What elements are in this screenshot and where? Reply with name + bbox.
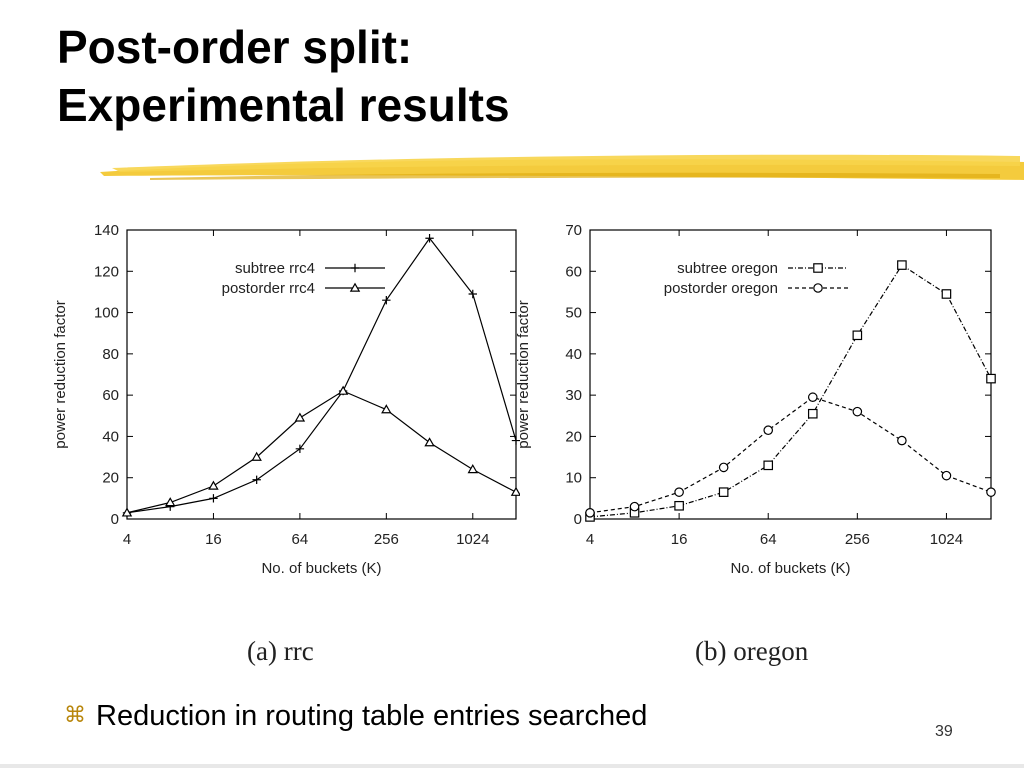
y-tick-label: 0 [111,511,119,528]
data-point [897,435,907,446]
data-point [986,373,996,384]
data-point [986,487,996,497]
data-point [468,289,477,299]
x-tick-label: 256 [374,531,399,548]
legend-marker [350,263,360,273]
x-axis-label: No. of buckets (K) [261,560,381,577]
series-line [126,237,517,514]
y-axis-label: power reduction factor [52,300,69,448]
data-point [209,494,218,503]
chart-oregon: 0 10 20 30 40 50 60 70 4 16 64 256 1024 No. of bucket… [515,222,996,577]
data-point [807,408,818,419]
data-point [941,289,952,299]
x-tick-label: 16 [671,531,688,548]
x-tick-label: 1024 [930,531,963,548]
data-point [467,464,479,474]
x-tick-label: 16 [205,531,222,548]
data-point [852,330,863,341]
x-tick-label: 64 [760,531,777,548]
data-point [425,234,434,243]
x-tick-label: 4 [123,531,131,548]
slide-title: Post-order split: Experimental results [57,21,510,131]
y-tick-label: 40 [102,428,119,445]
legend-label: postorder oregon [664,280,778,297]
chart-rrc: 0 20 40 60 80 100 120 140 4 16 64 256 1024 No. of buc… [52,222,520,577]
data-point [337,385,349,395]
series-postorder-oregon [585,392,996,518]
bullet-text: Reduction in routing table entries searc… [96,700,648,732]
series-subtree-oregon [585,260,996,522]
y-tick-label: 0 [574,511,582,528]
data-point [295,444,305,454]
plot-frame [126,229,517,520]
series-line [126,390,517,514]
data-point [251,451,262,461]
data-point [382,295,391,305]
y-tick-label: 140 [94,222,119,239]
y-tick-label: 60 [102,387,119,404]
footer-divider [0,764,1024,768]
caption-oregon: (b) oregon [695,636,809,666]
data-point [381,404,392,414]
data-point [164,497,176,507]
data-point [674,500,684,511]
command-key-icon: ⌘ [64,703,86,728]
y-tick-label: 40 [565,346,582,363]
data-point [252,475,261,484]
y-tick-label: 100 [94,305,119,322]
data-point [941,470,952,481]
y-tick-label: 60 [565,263,582,280]
caption-rrc: (a) rrc [247,636,314,666]
legend-label: subtree rrc4 [235,260,315,277]
y-tick-label: 50 [565,305,582,322]
data-point [585,508,595,518]
x-tick-label: 1024 [456,531,489,548]
legend-marker [813,263,823,273]
plot-frame [589,229,992,520]
series-line [589,396,992,514]
data-point [424,437,435,447]
title-highlight-stroke [100,154,1024,180]
data-point [763,425,774,436]
y-tick-label: 70 [565,222,582,239]
series-postorder-rrc4 [121,385,520,517]
y-tick-label: 80 [102,346,119,363]
data-point [511,436,520,445]
bullet-item: ⌘ Reduction in routing table entries sear… [64,700,647,733]
legend-marker [349,282,361,292]
x-axis-label: No. of buckets (K) [730,560,850,577]
series-line [589,264,992,518]
data-point [763,460,774,471]
data-point [510,486,520,496]
x-tick-label: 4 [586,531,594,548]
data-point [674,487,684,497]
data-point [629,501,640,512]
data-point [807,392,818,403]
data-point [718,462,729,473]
y-tick-label: 30 [565,387,582,404]
y-axis-label: power reduction factor [515,300,532,448]
data-point [852,406,863,417]
data-point [294,412,306,422]
y-tick-label: 20 [102,470,119,487]
x-tick-label: 256 [845,531,870,548]
data-point [121,507,133,517]
page-number: 39 [935,723,953,740]
y-tick-label: 20 [565,428,582,445]
data-point [718,487,729,497]
data-point [208,480,219,490]
legend-marker [813,283,823,293]
y-tick-label: 10 [565,470,582,487]
data-point [897,260,907,270]
x-tick-label: 64 [292,531,309,548]
legend-label: subtree oregon [677,260,778,277]
legend-label: postorder rrc4 [222,280,315,297]
y-tick-label: 120 [94,263,119,280]
